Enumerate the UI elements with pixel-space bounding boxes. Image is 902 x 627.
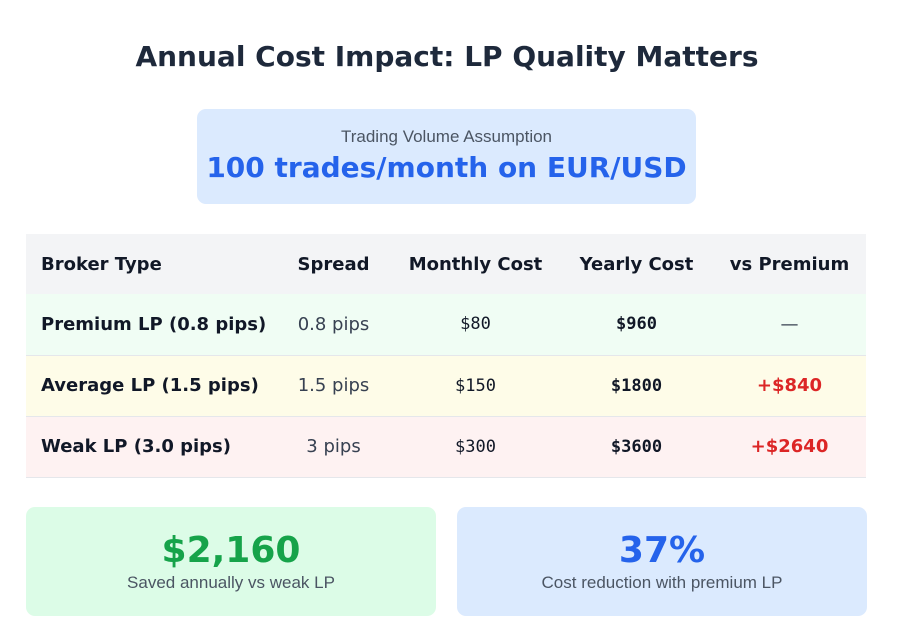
header-yearly-cost: Yearly Cost bbox=[560, 234, 713, 294]
assumption-value: 100 trades/month on EUR/USD bbox=[206, 151, 687, 184]
reduction-card: 37% Cost reduction with premium LP bbox=[457, 507, 867, 616]
spread-value: 3 pips bbox=[276, 416, 391, 478]
reduction-value: 37% bbox=[618, 530, 706, 571]
vs-premium-diff: +$840 bbox=[713, 355, 866, 417]
vs-premium-diff: — bbox=[713, 294, 866, 356]
header-vs-premium: vs Premium bbox=[713, 234, 866, 294]
assumption-box: Trading Volume Assumption 100 trades/mon… bbox=[197, 109, 696, 204]
savings-card: $2,160 Saved annually vs weak LP bbox=[26, 507, 436, 616]
broker-name: Weak LP (3.0 pips) bbox=[26, 416, 276, 478]
header-spread: Spread bbox=[276, 234, 391, 294]
monthly-cost: $300 bbox=[391, 416, 560, 478]
monthly-cost: $150 bbox=[391, 355, 560, 417]
spread-value: 0.8 pips bbox=[276, 294, 391, 356]
page-title: Annual Cost Impact: LP Quality Matters bbox=[135, 40, 759, 73]
spread-value: 1.5 pips bbox=[276, 355, 391, 417]
yearly-cost: $3600 bbox=[560, 416, 713, 478]
broker-name: Average LP (1.5 pips) bbox=[26, 355, 276, 417]
reduction-label: Cost reduction with premium LP bbox=[541, 573, 783, 592]
savings-value: $2,160 bbox=[161, 530, 301, 571]
assumption-label: Trading Volume Assumption bbox=[340, 127, 553, 146]
table-row-premium: Premium LP (0.8 pips) 0.8 pips $80 $960 … bbox=[26, 294, 866, 356]
yearly-cost: $1800 bbox=[560, 355, 713, 417]
header-monthly-cost: Monthly Cost bbox=[391, 234, 560, 294]
monthly-cost: $80 bbox=[391, 294, 560, 356]
broker-name: Premium LP (0.8 pips) bbox=[26, 294, 276, 356]
table-header-row: Broker Type Spread Monthly Cost Yearly C… bbox=[26, 234, 866, 294]
table-row-weak: Weak LP (3.0 pips) 3 pips $300 $3600 +$2… bbox=[26, 416, 866, 478]
header-broker-type: Broker Type bbox=[26, 234, 276, 294]
cost-table: Broker Type Spread Monthly Cost Yearly C… bbox=[26, 234, 866, 478]
savings-label: Saved annually vs weak LP bbox=[127, 573, 335, 592]
table-row-average: Average LP (1.5 pips) 1.5 pips $150 $180… bbox=[26, 355, 866, 417]
vs-premium-diff: +$2640 bbox=[713, 416, 866, 478]
yearly-cost: $960 bbox=[560, 294, 713, 356]
